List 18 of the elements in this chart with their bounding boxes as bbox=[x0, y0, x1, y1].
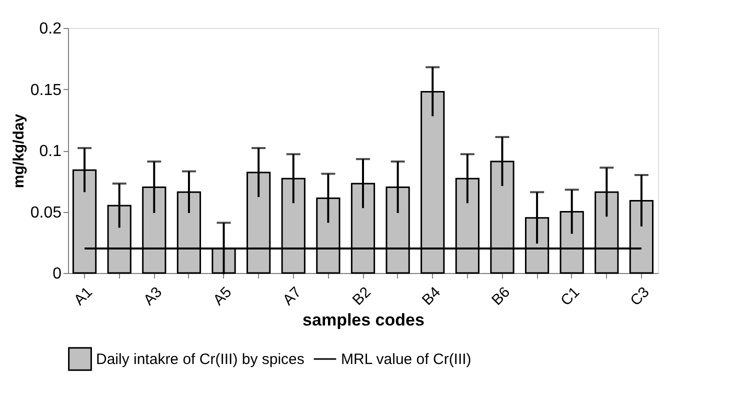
legend-label: MRL value of Cr(III) bbox=[341, 351, 472, 368]
legend-label: Daily intakre of Cr(III) by spices bbox=[96, 351, 304, 368]
y-tick-label: 0.05 bbox=[30, 204, 62, 222]
x-axis-title: samples codes bbox=[302, 310, 424, 330]
y-tick-label: 0.1 bbox=[39, 143, 62, 160]
y-axis-title: mg/kg/day bbox=[10, 113, 28, 188]
x-tick-label: A5 bbox=[210, 284, 236, 309]
y-tick-label: 0.2 bbox=[39, 20, 62, 38]
x-tick-label: C3 bbox=[627, 284, 653, 310]
x-tick-label: B4 bbox=[418, 284, 444, 309]
x-tick-label: C1 bbox=[558, 284, 584, 310]
x-tick-label: A7 bbox=[280, 284, 305, 309]
x-tick-label: A3 bbox=[140, 284, 166, 309]
x-tick-label: B6 bbox=[488, 284, 514, 309]
y-tick-label: 0 bbox=[52, 266, 62, 282]
y-tick-label: 0.15 bbox=[30, 82, 62, 99]
x-tick-label: A1 bbox=[70, 284, 96, 309]
x-tick-label: B2 bbox=[349, 284, 374, 309]
